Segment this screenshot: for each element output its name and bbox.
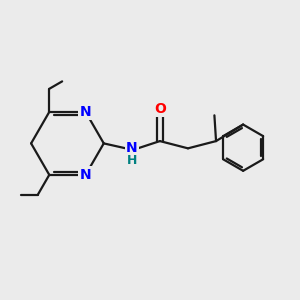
Text: O: O [154, 102, 166, 116]
Text: N: N [80, 105, 92, 119]
Text: N: N [80, 168, 92, 182]
Text: H: H [127, 154, 137, 167]
Text: N: N [126, 141, 138, 155]
